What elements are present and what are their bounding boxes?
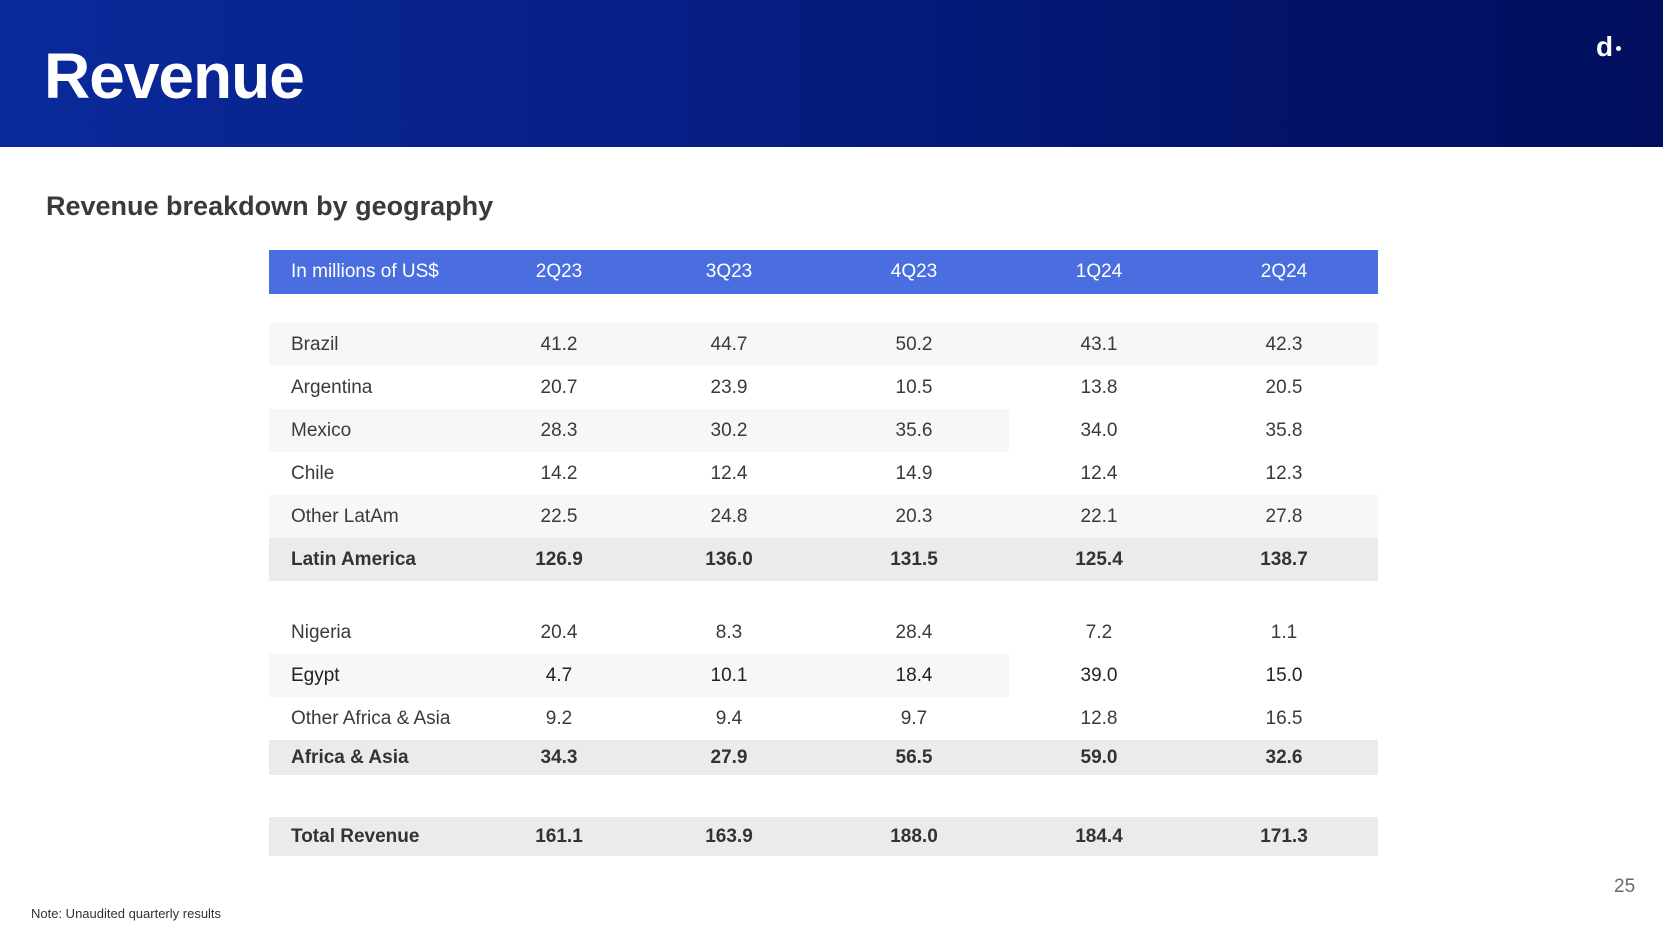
table-cell: 23.9 — [710, 376, 748, 398]
page-title: Revenue — [44, 40, 305, 112]
table-cell: 15.0 — [1265, 664, 1303, 686]
table-row: Chile 14.2 12.4 14.9 12.4 12.3 — [269, 452, 1378, 495]
table-cell: 50.2 — [895, 333, 933, 355]
company-logo: d — [1596, 30, 1622, 64]
table-cell: 39.0 — [1080, 664, 1118, 686]
table-cell: 136.0 — [705, 548, 753, 570]
logo-text: d — [1596, 31, 1614, 62]
table-header-cell: 2Q24 — [1260, 261, 1308, 282]
table-cell: 27.8 — [1265, 505, 1303, 527]
table-cell: 28.4 — [895, 621, 933, 643]
table-row: Mexico 28.3 30.2 35.6 34.0 35.8 — [269, 409, 1378, 452]
title-banner: Revenue d — [0, 0, 1663, 147]
table-cell: 56.5 — [895, 746, 933, 768]
logo-dot-icon — [1616, 46, 1622, 52]
table-cell: 188.0 — [890, 825, 938, 847]
table-cell: 32.6 — [1265, 746, 1303, 768]
table-cell: 10.5 — [895, 376, 933, 398]
row-label: Mexico — [291, 419, 352, 441]
table-cell: 131.5 — [890, 548, 938, 570]
table-cell: 18.4 — [895, 664, 933, 686]
table-cell: 42.3 — [1265, 333, 1303, 355]
table-cell: 1.1 — [1270, 621, 1298, 643]
table-header-row: In millions of US$ 2Q23 3Q23 4Q23 1Q24 2… — [269, 250, 1378, 294]
table-row: Argentina 20.7 23.9 10.5 13.8 20.5 — [269, 366, 1378, 409]
table-row: Nigeria 20.4 8.3 28.4 7.2 1.1 — [269, 611, 1378, 654]
table-cell: 28.3 — [540, 419, 578, 441]
table-row: Other LatAm 22.5 24.8 20.3 22.1 27.8 — [269, 495, 1378, 538]
table-cell: 4.7 — [545, 664, 573, 686]
table-cell: 13.8 — [1080, 376, 1118, 398]
table-cell: 43.1 — [1080, 333, 1118, 355]
table-cell: 12.8 — [1080, 707, 1118, 729]
table-cell: 12.4 — [1080, 462, 1118, 484]
table-cell: 9.4 — [715, 707, 743, 729]
table-cell: 9.7 — [900, 707, 928, 729]
table-cell: 27.9 — [710, 746, 748, 768]
row-label: Argentina — [291, 376, 373, 398]
section-subtitle: Revenue breakdown by geography — [46, 191, 494, 221]
table-cell: 20.3 — [895, 505, 933, 527]
table-cell: 59.0 — [1080, 746, 1118, 768]
table-cell: 34.0 — [1080, 419, 1118, 441]
row-label: Total Revenue — [291, 825, 420, 847]
table-cell: 22.5 — [540, 505, 578, 527]
subtotal-row: Africa & Asia 34.3 27.9 56.5 59.0 32.6 — [269, 740, 1378, 775]
table-header-cell: 3Q23 — [705, 261, 753, 282]
row-label: Brazil — [291, 333, 339, 355]
footnote: Note: Unaudited quarterly results — [31, 906, 222, 921]
row-label: Chile — [291, 462, 335, 484]
table-cell: 12.4 — [710, 462, 748, 484]
table-row: Brazil 41.2 44.7 50.2 43.1 42.3 — [269, 323, 1378, 366]
row-label: Egypt — [291, 664, 340, 686]
table-cell: 35.8 — [1265, 419, 1303, 441]
table-row: Other Africa & Asia 9.2 9.4 9.7 12.8 16.… — [269, 697, 1378, 740]
table-cell: 126.9 — [535, 548, 583, 570]
table-cell: 20.7 — [540, 376, 578, 398]
table-cell: 16.5 — [1265, 707, 1303, 729]
table-cell: 125.4 — [1075, 548, 1123, 570]
table-cell: 24.8 — [710, 505, 748, 527]
table-cell: 12.3 — [1265, 462, 1303, 484]
table-cell: 163.9 — [705, 825, 753, 847]
table-cell: 8.3 — [715, 621, 743, 643]
table-row: Egypt 4.7 10.1 18.4 39.0 15.0 — [269, 654, 1378, 697]
table-cell: 44.7 — [710, 333, 748, 355]
row-label: Other Africa & Asia — [291, 707, 451, 729]
table-cell: 171.3 — [1260, 825, 1308, 847]
row-label: Other LatAm — [291, 505, 399, 527]
table-cell: 161.1 — [535, 825, 583, 847]
table-cell: 41.2 — [540, 333, 578, 355]
table-header-cell: 1Q24 — [1075, 261, 1123, 282]
table-cell: 184.4 — [1075, 825, 1123, 847]
subtotal-row: Latin America 126.9 136.0 131.5 125.4 13… — [269, 538, 1378, 581]
table-cell: 10.1 — [710, 664, 748, 686]
table-cell: 20.5 — [1265, 376, 1303, 398]
table-cell: 35.6 — [895, 419, 933, 441]
page-number: 25 — [1614, 876, 1636, 897]
table-header-cell: 2Q23 — [535, 261, 583, 282]
row-label: Latin America — [291, 548, 416, 570]
table-cell: 20.4 — [540, 621, 578, 643]
table-cell: 22.1 — [1080, 505, 1118, 527]
table-cell: 14.2 — [540, 462, 578, 484]
table-header-cell: In millions of US$ — [291, 261, 439, 282]
table-cell: 138.7 — [1260, 548, 1308, 570]
table-cell: 14.9 — [895, 462, 933, 484]
row-label: Nigeria — [291, 621, 352, 643]
table-header-cell: 4Q23 — [890, 261, 938, 282]
table-cell: 34.3 — [540, 746, 578, 768]
row-label: Africa & Asia — [291, 746, 409, 768]
table-cell: 9.2 — [545, 707, 573, 729]
total-row: Total Revenue 161.1 163.9 188.0 184.4 17… — [269, 817, 1378, 856]
table-cell: 30.2 — [710, 419, 748, 441]
table-cell: 7.2 — [1085, 621, 1113, 643]
